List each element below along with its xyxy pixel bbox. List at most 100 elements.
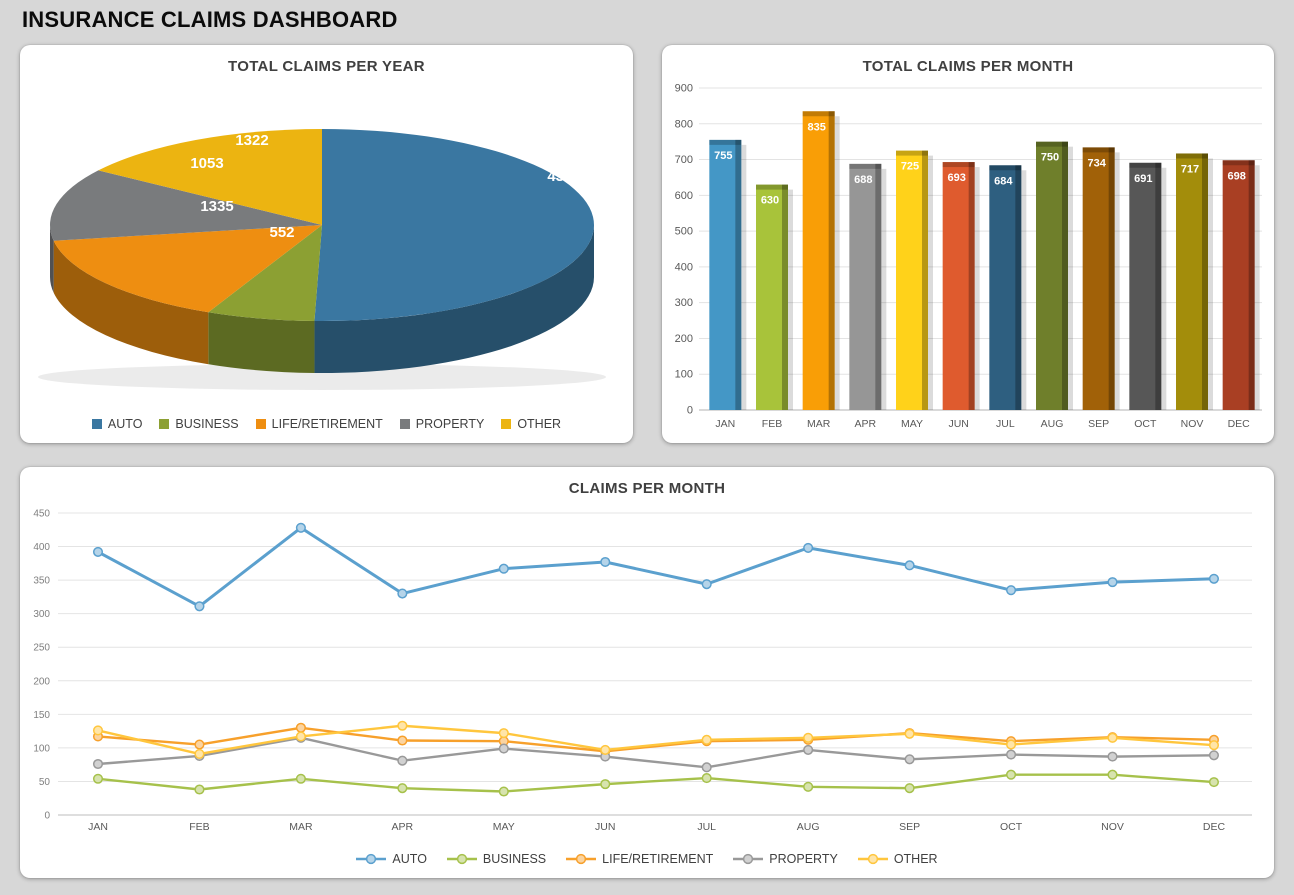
marker-property-jul bbox=[701, 762, 712, 773]
bar-x-label-sep: SEP bbox=[1088, 418, 1109, 430]
marker-auto-aug bbox=[803, 542, 814, 553]
bar-x-label-jun: JUN bbox=[948, 418, 968, 430]
bar-may bbox=[896, 150, 928, 410]
marker-business-apr bbox=[397, 783, 408, 794]
bar-x-label-may: MAY bbox=[901, 418, 923, 430]
pie-side-life-retirement bbox=[53, 240, 209, 365]
pie-value-business: 552 bbox=[269, 224, 294, 241]
bar-dropshadow-apr bbox=[881, 168, 887, 410]
legend-item-property: PROPERTY bbox=[399, 417, 484, 431]
marker-other-feb bbox=[194, 748, 205, 759]
bar-y-tick-label: 100 bbox=[675, 369, 693, 381]
line-y-tick-label: 0 bbox=[44, 811, 50, 822]
marker-life-retirement-apr bbox=[397, 735, 408, 746]
legend-dot bbox=[575, 853, 587, 865]
bar-dropshadow-oct bbox=[1161, 167, 1167, 410]
legend-item-life-retirement: LIFE/RETIREMENT bbox=[255, 417, 383, 431]
marker-business-nov bbox=[1107, 769, 1118, 780]
line-x-label-dec: DEC bbox=[1203, 821, 1226, 833]
bar-aug bbox=[1036, 141, 1068, 410]
line-y-tick-label: 100 bbox=[33, 743, 50, 754]
pie-value-auto: 4338 bbox=[547, 168, 580, 185]
bar-dropshadow-aug bbox=[1068, 146, 1073, 410]
line-x-label-feb: FEB bbox=[189, 821, 209, 833]
bar-dropshadow-feb bbox=[788, 189, 793, 410]
legend-line-marker-other bbox=[857, 853, 888, 865]
bar-topcap-aug bbox=[1036, 141, 1068, 147]
line-y-tick-label: 300 bbox=[33, 609, 50, 620]
bar-topcap-jun bbox=[942, 162, 975, 168]
bar-sideface-oct bbox=[1155, 162, 1162, 410]
bar-topcap-may bbox=[896, 150, 928, 156]
marker-auto-jan bbox=[92, 546, 104, 557]
bar-sideface-may bbox=[922, 150, 928, 410]
bar-topcap-apr bbox=[849, 163, 882, 169]
legend-item-business: BUSINESS bbox=[446, 852, 546, 866]
marker-other-jul bbox=[701, 734, 712, 745]
legend-label: OTHER bbox=[893, 852, 938, 866]
bar-value-sep: 734 bbox=[1087, 157, 1106, 169]
bar-y-tick-label: 200 bbox=[675, 333, 693, 345]
marker-other-jan bbox=[92, 725, 104, 736]
marker-business-oct bbox=[1006, 769, 1017, 780]
pie-slice-business bbox=[208, 225, 322, 321]
marker-auto-dec bbox=[1208, 573, 1219, 584]
marker-business-may bbox=[498, 786, 509, 797]
line-series-property bbox=[96, 736, 1216, 769]
bar-mar bbox=[802, 111, 835, 410]
bar-y-tick-label: 700 bbox=[675, 154, 693, 166]
bar-sideface-dec bbox=[1248, 160, 1255, 410]
bar-sideface-jul bbox=[1015, 165, 1022, 410]
legend-dot bbox=[867, 853, 878, 865]
bar-x-label-feb: FEB bbox=[762, 418, 782, 430]
bar-jan bbox=[709, 139, 742, 410]
marker-auto-sep bbox=[904, 560, 915, 571]
marker-auto-mar bbox=[295, 522, 306, 533]
legend-line-marker-life-retirement bbox=[566, 853, 597, 865]
page-title: INSURANCE CLAIMS DASHBOARD bbox=[22, 7, 398, 32]
marker-property-aug bbox=[803, 744, 814, 755]
panel-claims-per-month: CLAIMS PER MONTH 0 50 100 150 200 250 300 350 40… bbox=[20, 467, 1274, 878]
marker-business-feb bbox=[194, 784, 205, 795]
legend-dot bbox=[743, 853, 754, 865]
marker-property-jan bbox=[92, 758, 104, 770]
bar-sideface-mar bbox=[828, 111, 835, 410]
bar-topcap-feb bbox=[756, 184, 788, 190]
line-y-tick-label: 200 bbox=[33, 676, 50, 687]
bar-chart-title: TOTAL CLAIMS PER MONTH bbox=[862, 58, 1074, 75]
line-y-tick-label: 250 bbox=[33, 643, 50, 654]
bar-value-oct: 691 bbox=[1134, 173, 1152, 185]
legend-line-marker-business bbox=[446, 853, 477, 865]
bar-y-tick-label: 400 bbox=[675, 261, 693, 273]
bar-value-nov: 717 bbox=[1181, 163, 1199, 175]
line-x-label-jan: JAN bbox=[88, 821, 108, 833]
marker-business-jul bbox=[701, 773, 712, 784]
line-series-business bbox=[96, 773, 1216, 793]
pie-slice-life-retirement bbox=[53, 225, 323, 313]
line-y-tick-label: 450 bbox=[33, 509, 50, 520]
bar-jul bbox=[989, 165, 1022, 410]
bar-topcap-mar bbox=[802, 111, 835, 117]
line-series-life-retirement bbox=[96, 726, 1216, 753]
legend-swatch-other bbox=[501, 419, 512, 429]
bar-dropshadow-mar bbox=[834, 116, 840, 410]
bar-chart: 0 100 200 300 400 500 600 700 800 900 755 JAN 630 FEB… bbox=[675, 83, 1262, 430]
legend-line-marker-auto bbox=[356, 853, 387, 865]
pie-legend: AUTO BUSINESS LIFE/RETIREMENT PROPERTY OTHER bbox=[20, 417, 633, 431]
marker-business-jun bbox=[600, 779, 611, 790]
bar-oct bbox=[1129, 162, 1162, 410]
panel-total-claims-per-month: TOTAL CLAIMS PER MONTH 0 100 200 300 400 500 6… bbox=[662, 45, 1274, 443]
bar-sideface-jan bbox=[735, 139, 742, 410]
line-legend: AUTO BUSINESS LIFE/RETIREMENT PROPERTY OTHER bbox=[20, 852, 1274, 866]
legend-label: PROPERTY bbox=[769, 852, 838, 866]
bar-x-label-aug: AUG bbox=[1041, 418, 1064, 430]
legend-line-marker-property bbox=[733, 853, 764, 865]
bar-dropshadow-jan bbox=[741, 144, 747, 410]
bar-topcap-jul bbox=[989, 165, 1022, 171]
marker-other-dec bbox=[1208, 740, 1219, 751]
legend-label: LIFE/RETIREMENT bbox=[602, 852, 714, 866]
legend-item-property: PROPERTY bbox=[733, 852, 838, 866]
bar-topcap-sep bbox=[1082, 147, 1115, 153]
legend-label: AUTO bbox=[392, 852, 427, 866]
